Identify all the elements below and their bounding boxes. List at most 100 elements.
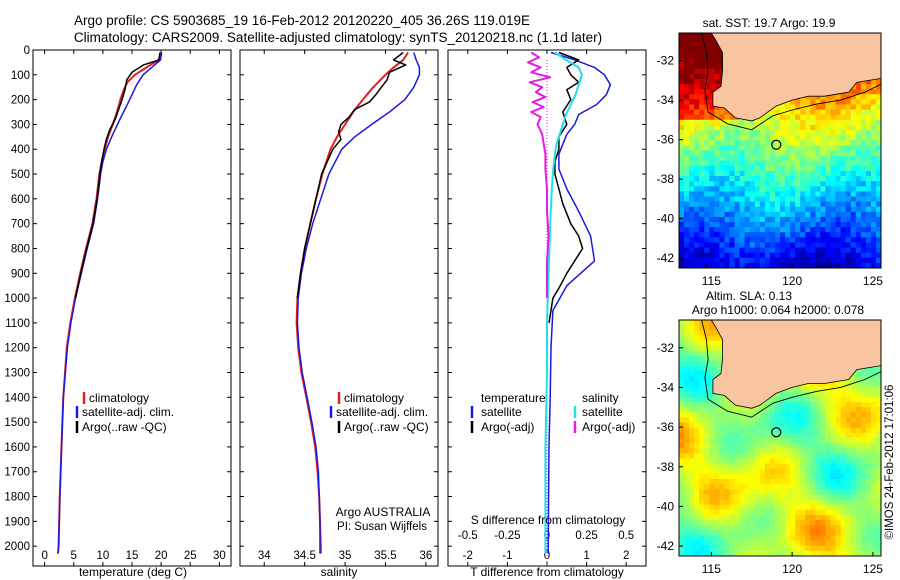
map-cell — [785, 479, 791, 485]
map-cell — [795, 397, 801, 403]
map-cell — [679, 104, 685, 111]
map-cell — [734, 530, 741, 536]
map-cell — [830, 160, 837, 167]
map-cell — [810, 140, 816, 146]
map-cell — [810, 94, 816, 100]
depth-tick-label: 1800 — [4, 492, 30, 504]
map-cell — [865, 520, 872, 526]
map-cell — [744, 135, 751, 141]
map-cell — [689, 412, 695, 418]
map-cell — [724, 186, 731, 192]
map-cell — [684, 355, 690, 362]
map-cell — [749, 443, 756, 449]
map-cell — [734, 525, 741, 531]
map-cell — [820, 535, 826, 542]
map-cell — [699, 155, 705, 162]
map-cell — [704, 494, 710, 501]
map-cell — [820, 499, 826, 506]
map-cell — [805, 479, 811, 485]
map-cell — [815, 216, 821, 223]
depth-tick-label: 1500 — [4, 417, 30, 429]
map-cell — [845, 247, 852, 254]
map-cell — [699, 43, 705, 49]
map-cell — [840, 242, 847, 249]
map-cell — [860, 227, 867, 233]
map-cell — [754, 191, 761, 198]
map-cell — [795, 232, 801, 238]
map-cell — [709, 262, 715, 268]
map-cell — [785, 515, 791, 521]
map-cell — [689, 114, 695, 121]
map-cell — [684, 206, 690, 213]
map-cell — [870, 458, 877, 465]
map-cell — [729, 227, 736, 233]
map-cell — [699, 191, 705, 198]
map-cell — [719, 150, 725, 157]
map-cell — [754, 242, 761, 249]
map-cell — [699, 540, 705, 547]
map-cell — [714, 48, 720, 54]
map-x-tick-label: 120 — [782, 274, 802, 288]
map-cell — [820, 257, 826, 264]
map-cell — [699, 99, 705, 106]
map-cell — [870, 484, 877, 490]
map-cell — [840, 227, 847, 233]
map-cell — [876, 402, 881, 408]
map-cell — [775, 432, 781, 439]
map-cell — [759, 504, 766, 511]
map-cell — [749, 257, 756, 264]
map-cell — [830, 150, 837, 157]
map-cell — [860, 262, 867, 268]
map-cell — [850, 525, 857, 531]
map-cell — [689, 432, 695, 439]
map-cell — [724, 402, 731, 408]
map-cell — [790, 432, 796, 439]
map-cell — [679, 350, 685, 357]
map-cell — [689, 196, 695, 203]
map-cell — [865, 125, 872, 131]
map-cell — [699, 350, 705, 357]
map-cell — [769, 222, 776, 228]
map-cell — [810, 499, 816, 506]
map-cell — [850, 509, 857, 516]
map-cell — [825, 540, 832, 547]
map-cell — [825, 125, 832, 131]
map-cell — [805, 176, 811, 182]
map-cell — [679, 535, 685, 542]
map-cell — [709, 109, 715, 116]
map-cell — [699, 535, 705, 542]
map-cell — [790, 140, 796, 146]
map-cell — [769, 247, 776, 254]
map-cell — [860, 438, 867, 444]
map-cell — [775, 201, 781, 208]
map-cell — [870, 165, 877, 172]
map-cell — [865, 417, 872, 424]
map-cell — [855, 150, 862, 157]
map-cell — [749, 432, 756, 439]
map-cell — [704, 237, 710, 243]
map-cell — [729, 530, 736, 536]
map-cell — [795, 170, 801, 177]
map-cell — [684, 201, 690, 208]
map-cell — [749, 201, 756, 208]
map-cell — [840, 99, 847, 106]
map-cell — [709, 448, 715, 454]
map-cell — [870, 155, 877, 162]
map-cell — [800, 432, 806, 439]
map-cell — [684, 33, 690, 39]
map-cell — [775, 458, 781, 465]
map-cell — [815, 104, 821, 111]
map-cell — [840, 176, 847, 182]
map-cell — [850, 242, 857, 249]
map-cell — [764, 216, 771, 223]
map-cell — [775, 257, 781, 264]
map-cell — [724, 125, 731, 131]
x-tick-label: 34.5 — [293, 550, 315, 562]
map-cell — [815, 530, 821, 536]
map-cell — [734, 130, 741, 136]
map-cell — [840, 201, 847, 208]
map-cell — [780, 499, 786, 506]
map-cell — [800, 484, 806, 490]
map-cell — [810, 181, 816, 187]
map-cell — [780, 540, 786, 547]
